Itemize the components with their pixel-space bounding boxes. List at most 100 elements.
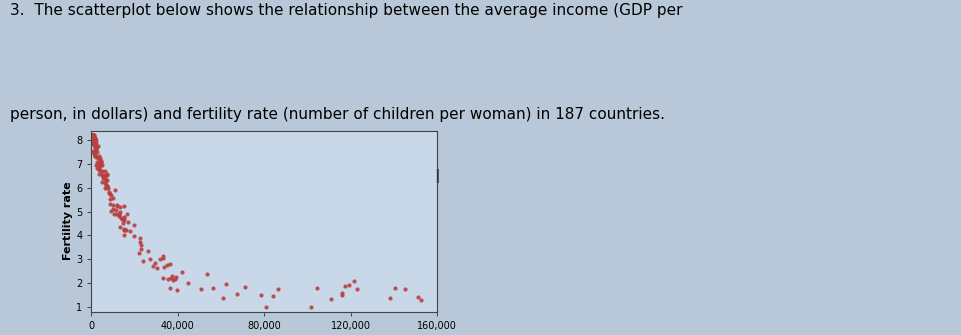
Point bbox=[91, 168, 107, 173]
Point bbox=[98, 186, 113, 191]
Point bbox=[86, 149, 102, 155]
Point bbox=[112, 209, 128, 214]
Point bbox=[116, 232, 132, 237]
Point bbox=[106, 206, 121, 211]
Point bbox=[98, 182, 113, 188]
Point bbox=[101, 189, 116, 194]
Point bbox=[96, 175, 111, 180]
Point bbox=[162, 285, 178, 290]
Point bbox=[103, 191, 118, 196]
Point bbox=[89, 145, 105, 150]
Point bbox=[134, 243, 149, 248]
Point bbox=[254, 292, 269, 297]
Point bbox=[92, 156, 108, 161]
Point bbox=[85, 135, 100, 141]
Point bbox=[86, 133, 101, 138]
Point bbox=[109, 208, 124, 213]
Point bbox=[89, 165, 105, 171]
Point bbox=[93, 162, 109, 168]
Point bbox=[215, 295, 231, 300]
Y-axis label: Fertility rate: Fertility rate bbox=[63, 182, 73, 260]
Point bbox=[86, 139, 101, 144]
Point bbox=[111, 213, 127, 218]
Point bbox=[116, 228, 132, 233]
Point bbox=[166, 277, 182, 282]
Point bbox=[148, 260, 163, 266]
Point bbox=[309, 285, 325, 290]
Point bbox=[103, 192, 118, 198]
Point bbox=[100, 173, 115, 178]
Point bbox=[87, 146, 103, 151]
Point bbox=[85, 141, 100, 147]
Point bbox=[93, 160, 109, 165]
Point bbox=[107, 212, 122, 217]
Point bbox=[136, 259, 151, 264]
Point bbox=[156, 253, 171, 259]
Point bbox=[111, 212, 127, 217]
Point bbox=[410, 294, 426, 300]
Point bbox=[127, 222, 142, 227]
Point bbox=[237, 285, 253, 290]
Point bbox=[86, 133, 101, 138]
Point bbox=[87, 144, 103, 150]
Point bbox=[206, 285, 221, 291]
Point bbox=[167, 277, 183, 282]
Point bbox=[87, 141, 103, 146]
Point bbox=[91, 164, 107, 169]
Point bbox=[99, 171, 114, 176]
Point bbox=[91, 165, 107, 171]
Point bbox=[87, 153, 103, 158]
Point bbox=[102, 202, 117, 207]
Point bbox=[259, 304, 274, 310]
Point bbox=[94, 159, 110, 164]
Point bbox=[85, 138, 100, 143]
Point bbox=[92, 160, 108, 166]
Point bbox=[89, 159, 105, 164]
Point bbox=[150, 266, 165, 271]
Point bbox=[85, 140, 100, 145]
Point bbox=[334, 290, 350, 295]
Point bbox=[86, 133, 101, 138]
Point bbox=[120, 219, 136, 225]
Point bbox=[108, 187, 123, 192]
Point bbox=[86, 139, 101, 144]
Point bbox=[98, 176, 113, 181]
Point bbox=[93, 159, 109, 164]
Point bbox=[86, 151, 102, 156]
Text: I: I bbox=[434, 168, 440, 187]
Point bbox=[116, 226, 132, 231]
Point bbox=[87, 153, 103, 158]
Point bbox=[97, 169, 112, 174]
Point bbox=[91, 153, 107, 158]
Point bbox=[88, 140, 104, 146]
Point bbox=[95, 173, 111, 178]
Point bbox=[218, 281, 234, 286]
Point bbox=[100, 177, 115, 183]
Point bbox=[334, 292, 350, 297]
Point bbox=[117, 227, 133, 232]
Point bbox=[85, 137, 100, 142]
Point bbox=[152, 256, 167, 261]
Point bbox=[413, 297, 429, 303]
Point bbox=[398, 286, 413, 292]
Point bbox=[103, 197, 118, 202]
Point bbox=[116, 215, 132, 220]
Point bbox=[162, 261, 178, 267]
Point bbox=[85, 133, 100, 138]
Point bbox=[90, 143, 106, 149]
Point bbox=[86, 150, 102, 155]
Point bbox=[85, 135, 100, 140]
Point bbox=[85, 139, 100, 144]
Point bbox=[115, 221, 131, 226]
Point bbox=[382, 295, 398, 300]
Point bbox=[110, 202, 125, 207]
Point bbox=[157, 264, 172, 270]
Point bbox=[168, 274, 184, 280]
Text: 3.  The scatterplot below shows the relationship between the average income (GDP: 3. The scatterplot below shows the relat… bbox=[10, 3, 682, 18]
Point bbox=[90, 155, 106, 161]
Point bbox=[163, 276, 179, 281]
Point bbox=[102, 190, 117, 196]
Point bbox=[114, 216, 130, 222]
Point bbox=[265, 293, 281, 299]
Point bbox=[193, 286, 209, 292]
